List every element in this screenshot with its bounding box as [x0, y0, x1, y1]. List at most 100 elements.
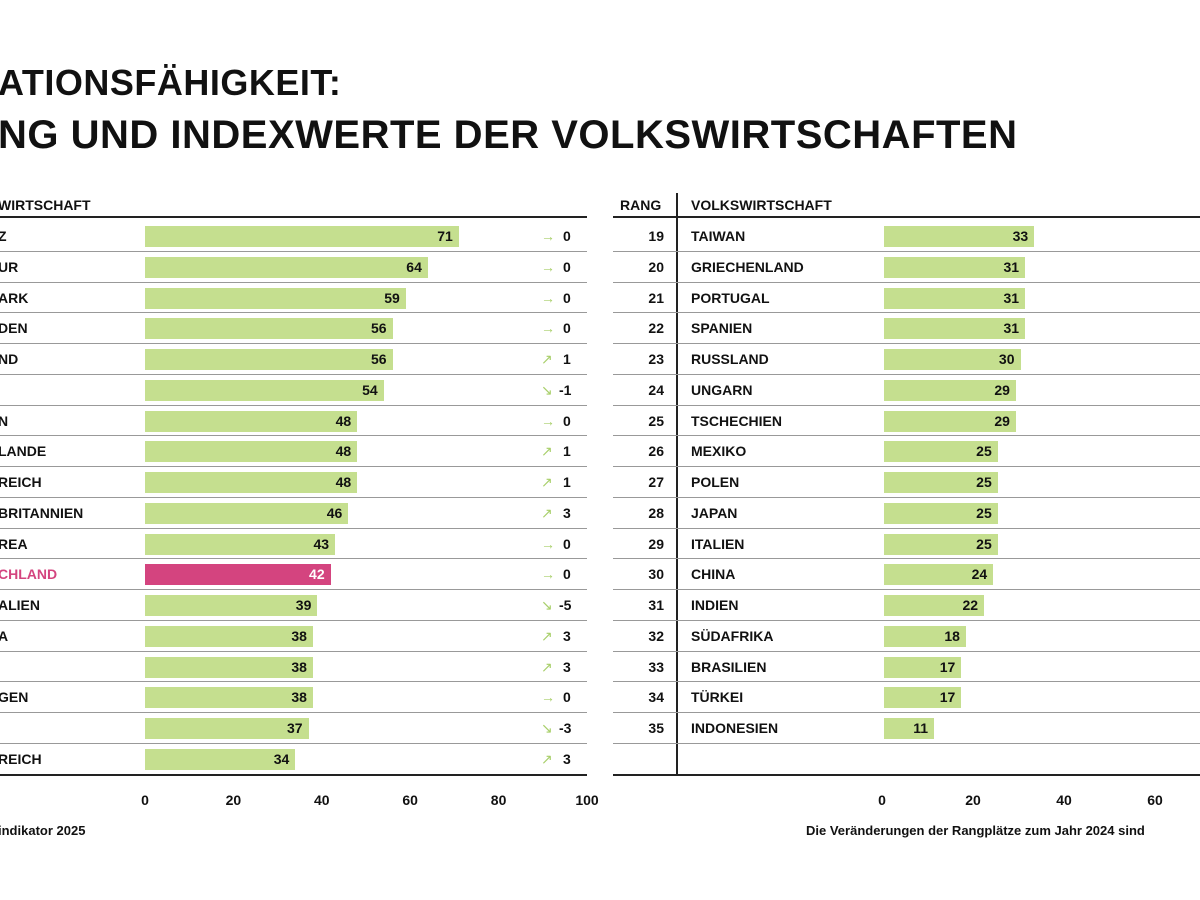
economy-name: SPANIEN — [691, 320, 753, 337]
x-tick-label: 100 — [575, 792, 599, 808]
rank-number: 33 — [648, 658, 664, 675]
bar-value-label: 59 — [384, 289, 400, 306]
economy-name: Z — [0, 228, 7, 244]
trend-flat-icon: → — [541, 320, 555, 337]
trend-up-icon: ↗ — [541, 443, 553, 460]
chart-title-line2: NG UND INDEXWERTE DER VOLKSWIRTSCHAFTEN — [0, 113, 1018, 157]
rank-change: 1 — [563, 351, 571, 368]
x-tick-label: 60 — [1147, 792, 1163, 808]
economy-name: ALIEN — [0, 597, 40, 614]
right-header-rank: RANG — [620, 197, 662, 213]
bar-value-label: 37 — [286, 720, 303, 737]
rank-change: -1 — [559, 381, 572, 398]
bar-value-label: 17 — [939, 689, 956, 706]
right-header-rule — [613, 216, 1200, 218]
economy-name: REICH — [0, 474, 42, 491]
bar — [884, 718, 935, 740]
trend-down-icon: ↘ — [541, 381, 553, 398]
bar — [145, 226, 459, 247]
bar — [145, 564, 331, 586]
trend-up-icon: ↗ — [541, 627, 553, 644]
row-separator — [613, 742, 1200, 744]
row-separator — [0, 496, 587, 498]
rank-number: 34 — [648, 689, 664, 706]
row-separator — [613, 681, 1200, 683]
row-separator — [0, 558, 587, 560]
bar — [884, 226, 1035, 247]
bar — [145, 287, 406, 309]
bar — [884, 287, 1026, 309]
trend-flat-icon: → — [541, 412, 555, 429]
chart-title-line1: ATIONSFÄHIGKEIT: — [0, 62, 342, 103]
economy-name: A — [0, 627, 9, 644]
row-separator — [0, 681, 587, 683]
bar — [145, 256, 428, 278]
bar-value-label: 64 — [406, 258, 422, 275]
economy-name: ITALIEN — [691, 535, 745, 552]
trend-down-icon: ↘ — [541, 597, 553, 614]
rank-change: 0 — [563, 320, 571, 337]
row-separator — [613, 496, 1200, 498]
rank-number: 24 — [648, 381, 664, 398]
bar-value-label: 46 — [326, 504, 343, 521]
trend-flat-icon: → — [541, 689, 555, 706]
rank-change: 0 — [563, 535, 571, 552]
row-separator — [0, 650, 587, 652]
row-separator — [613, 250, 1200, 252]
row-separator — [0, 250, 587, 252]
rank-number: 29 — [648, 535, 664, 552]
bar — [884, 564, 994, 586]
row-separator — [0, 404, 587, 406]
bar-value-label: 48 — [335, 474, 352, 491]
bar-value-label: 29 — [994, 412, 1010, 429]
bar-value-label: 31 — [1003, 258, 1020, 275]
bar — [884, 256, 1026, 278]
bar — [145, 441, 358, 463]
economy-name: MEXIKO — [691, 443, 747, 460]
trend-flat-icon: → — [541, 228, 555, 244]
rank-number: 21 — [648, 289, 664, 306]
economy-name: INDONESIEN — [691, 720, 779, 737]
economy-name: N — [0, 412, 9, 429]
economy-name: INDIEN — [691, 597, 739, 614]
bar-value-label: 24 — [971, 566, 988, 583]
bar-value-label: 54 — [362, 381, 378, 398]
bar — [884, 318, 1026, 340]
bar — [884, 502, 998, 524]
rank-number: 30 — [648, 566, 664, 583]
row-separator — [613, 712, 1200, 714]
row-separator — [0, 281, 587, 283]
rank-number: 23 — [648, 351, 664, 368]
rank-number: 25 — [648, 412, 664, 429]
bar — [884, 379, 1016, 401]
trend-up-icon: ↗ — [541, 750, 553, 767]
row-separator — [613, 404, 1200, 406]
rank-change: -3 — [559, 720, 572, 737]
row-separator — [613, 466, 1200, 468]
bar — [884, 472, 998, 494]
economy-name: BRASILIEN — [691, 658, 767, 675]
bar-value-label: 25 — [976, 504, 992, 521]
row-separator — [0, 619, 587, 621]
economy-name: POLEN — [691, 474, 740, 491]
row-separator — [613, 373, 1200, 375]
trend-up-icon: ↗ — [541, 351, 553, 368]
row-separator — [613, 435, 1200, 437]
economy-name: ND — [0, 351, 19, 368]
bar-value-label: 71 — [437, 228, 453, 244]
economy-name: UNGARN — [691, 381, 753, 398]
bar-value-label: 39 — [295, 597, 312, 614]
bar — [145, 379, 384, 401]
bar — [884, 349, 1021, 371]
economy-name: DEN — [0, 320, 28, 337]
row-separator — [0, 435, 587, 437]
bar-value-label: 31 — [1003, 289, 1020, 306]
row-separator — [0, 589, 587, 591]
row-separator — [0, 312, 587, 314]
footer-source: indikator 2025 — [0, 823, 86, 838]
row-separator — [613, 589, 1200, 591]
bar — [145, 595, 318, 617]
row-separator — [0, 373, 587, 375]
bar-value-label: 42 — [309, 566, 325, 583]
rank-divider — [676, 193, 678, 776]
